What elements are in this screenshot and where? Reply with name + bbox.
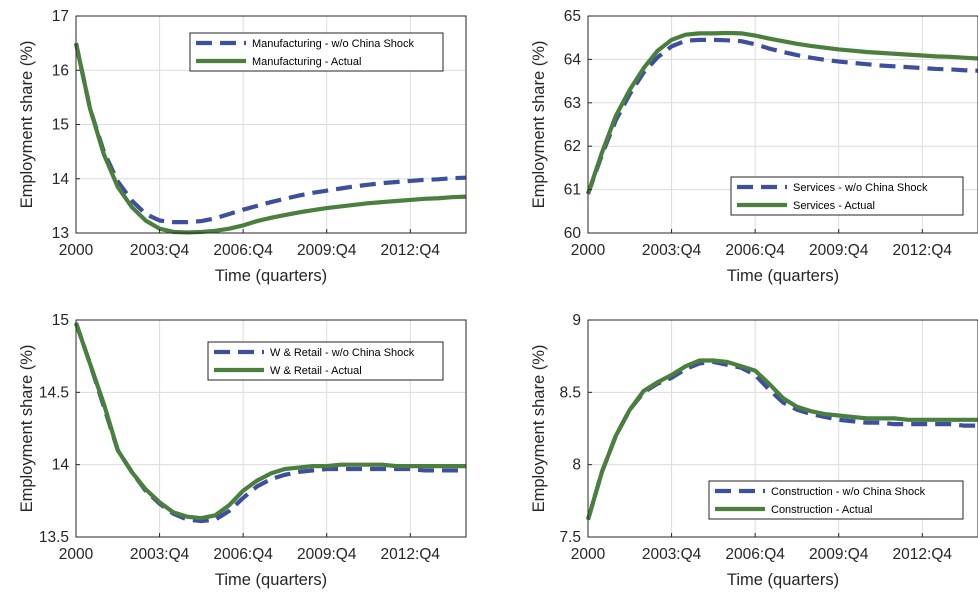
legend-box	[708, 480, 964, 520]
legend: Services - w/o China Shock Services - Act…	[730, 176, 964, 216]
legend-box	[730, 176, 964, 216]
series-line-counterfactual	[73, 42, 467, 225]
chart-panel-4: 2000 2003:Q4 2006:Q4 2009:Q4 2012:Q4 7.5 8 8.5 9…	[530, 312, 978, 589]
x-axis-label: Time (quarters)	[215, 267, 327, 285]
x-tick-label: 2012:Q4	[893, 546, 953, 563]
x-tick-label: 2000	[59, 546, 94, 563]
legend-entry-label: Manufacturing - w/o China Shock	[252, 38, 415, 50]
axes-box	[587, 15, 978, 234]
y-tick-label: 9	[572, 312, 581, 329]
y-axis-label: Employment share (%)	[530, 41, 548, 209]
y-tick-label: 13.5	[39, 529, 69, 546]
y-tick-label: 8.5	[559, 384, 581, 401]
x-tick-label: 2003:Q4	[642, 546, 702, 563]
y-tick-label: 62	[564, 138, 581, 155]
x-tick-label: 2006:Q4	[725, 546, 785, 563]
y-tick-label: 8	[572, 457, 581, 474]
legend-box	[189, 32, 444, 72]
axes-box	[75, 319, 467, 538]
legend-box	[207, 341, 444, 381]
series-line-actual	[74, 322, 466, 521]
x-tick-label: 2000	[571, 546, 606, 563]
legend: Manufacturing - w/o China Shock Manufactu…	[189, 32, 444, 72]
y-tick-label: 65	[564, 8, 581, 25]
x-tick-label: 2009:Q4	[297, 242, 357, 259]
y-tick-label: 60	[564, 225, 582, 242]
legend-entry-label: W & Retail - w/o China Shock	[270, 347, 415, 359]
x-tick-label: 2006:Q4	[213, 546, 273, 563]
x-tick-label: 2003:Q4	[642, 242, 702, 259]
legend-entry-label: Services - Actual	[793, 200, 875, 212]
y-tick-label: 14.5	[39, 384, 69, 401]
y-tick-label: 15	[52, 117, 69, 134]
x-axis-label: Time (quarters)	[215, 571, 327, 589]
y-axis-label: Employment share (%)	[530, 345, 548, 513]
legend-entry-label: W & Retail - Actual	[270, 365, 362, 377]
x-tick-label: 2003:Q4	[130, 242, 190, 259]
x-tick-label: 2012:Q4	[893, 242, 953, 259]
x-tick-label: 2012:Q4	[381, 242, 441, 259]
y-tick-label: 16	[52, 62, 69, 79]
x-axis-label: Time (quarters)	[727, 571, 839, 589]
legend: Construction - w/o China Shock Constructi…	[708, 480, 964, 520]
series-line-actual	[73, 42, 467, 235]
x-tick-label: 2003:Q4	[130, 546, 190, 563]
x-tick-label: 2009:Q4	[809, 242, 869, 259]
series-line-actual	[586, 30, 978, 195]
legend: W & Retail - w/o China Shock W & Retail -…	[207, 341, 444, 381]
y-tick-label: 64	[564, 51, 582, 68]
y-tick-label: 61	[564, 182, 581, 199]
y-tick-label: 14	[52, 171, 70, 188]
x-tick-label: 2012:Q4	[381, 546, 441, 563]
axes-box	[587, 319, 978, 538]
x-tick-label: 2009:Q4	[809, 546, 869, 563]
y-tick-label: 7.5	[559, 529, 581, 546]
y-tick-label: 15	[52, 312, 69, 329]
chart-panel-2: 2000 2003:Q4 2006:Q4 2009:Q4 2012:Q4 60 61 62 63…	[530, 8, 978, 285]
y-tick-label: 13	[52, 225, 69, 242]
chart-panel-3: 2000 2003:Q4 2006:Q4 2009:Q4 2012:Q4 13.5 14 14…	[18, 312, 467, 589]
x-tick-label: 2009:Q4	[297, 546, 357, 563]
legend-entry-label: Services - w/o China Shock	[793, 182, 928, 194]
series-line-counterfactual	[586, 37, 978, 195]
y-tick-label: 14	[52, 457, 70, 474]
y-tick-label: 17	[52, 8, 69, 25]
y-axis-label: Employment share (%)	[18, 345, 36, 513]
x-tick-label: 2006:Q4	[213, 242, 273, 259]
chart-panel-1: 2000 2003:Q4 2006:Q4 2009:Q4 2012:Q4 13 14 15 16…	[18, 8, 467, 285]
legend-entry-label: Construction - w/o China Shock	[771, 486, 926, 498]
x-axis-label: Time (quarters)	[727, 267, 839, 285]
x-tick-label: 2000	[571, 242, 606, 259]
series-line-actual	[585, 358, 978, 521]
y-axis-label: Employment share (%)	[18, 41, 36, 209]
legend-entry-label: Construction - Actual	[771, 504, 873, 516]
y-tick-label: 63	[564, 95, 581, 112]
x-tick-label: 2006:Q4	[725, 242, 785, 259]
legend-entry-label: Manufacturing - Actual	[252, 56, 361, 68]
x-tick-label: 2000	[59, 242, 94, 259]
